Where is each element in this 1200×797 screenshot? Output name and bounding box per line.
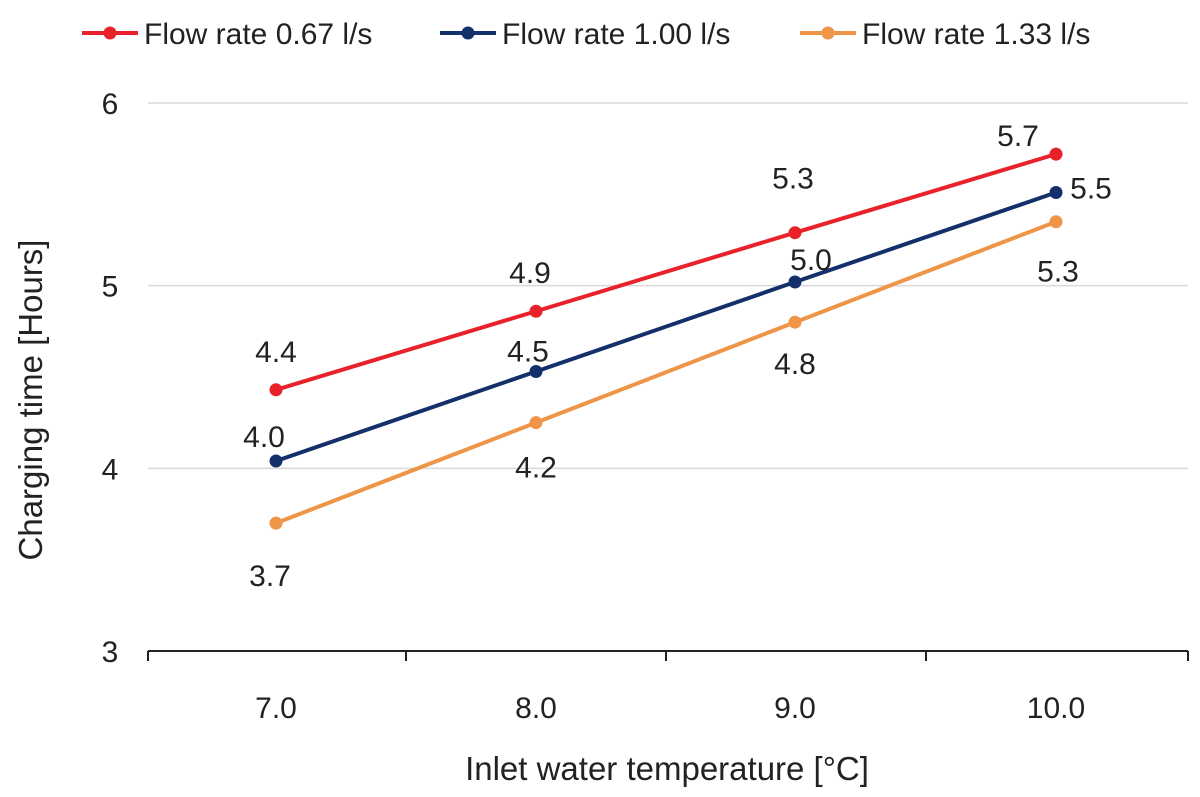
data-label: 4.2: [515, 452, 557, 485]
data-point: [269, 454, 283, 468]
y-tick-label: 4: [102, 453, 119, 486]
data-point: [529, 416, 543, 430]
data-label: 4.5: [507, 336, 549, 369]
data-point: [1049, 215, 1063, 229]
series-line-2: [275, 190, 1057, 463]
data-point: [269, 383, 283, 397]
data-point: [1049, 186, 1063, 200]
data-label: 4.9: [509, 257, 551, 290]
data-label: 5.0: [790, 244, 832, 277]
x-tick-label: 9.0: [774, 692, 816, 725]
data-labels: 4.4 4.9 5.3 5.7 4.0 4.5 5.0 5.5 3.7 4.2 4.8 5.3: [243, 120, 1112, 593]
data-point: [269, 516, 283, 530]
x-axis-title: Inlet water temperature [°C]: [465, 750, 869, 787]
legend-marker: [821, 26, 835, 40]
data-point: [529, 304, 543, 318]
legend-marker: [461, 26, 475, 40]
x-axis: 7.0 8.0 9.0 10.0: [147, 650, 1189, 725]
series-group: [269, 147, 1063, 530]
legend-item-3: Flow rate 1.33 l/s: [800, 18, 1090, 51]
data-point: [1049, 147, 1063, 161]
legend-label: Flow rate 0.67 l/s: [144, 18, 372, 51]
data-point: [788, 275, 802, 289]
data-label: 4.8: [774, 348, 816, 381]
legend: Flow rate 0.67 l/s Flow rate 1.00 l/s Flow…: [82, 18, 1090, 51]
legend-marker: [103, 26, 117, 40]
y-tick-label: 5: [102, 271, 119, 304]
y-tick-label: 3: [102, 636, 119, 669]
series-line-3: [275, 219, 1057, 525]
gridlines: [148, 102, 1188, 470]
data-label: 5.5: [1070, 173, 1112, 206]
y-axis-title: Charging time [Hours]: [12, 240, 49, 561]
legend-label: Flow rate 1.33 l/s: [862, 18, 1090, 51]
legend-item-2: Flow rate 1.00 l/s: [440, 18, 730, 51]
series-line-1: [275, 152, 1057, 392]
data-label: 4.4: [255, 336, 297, 369]
legend-label: Flow rate 1.00 l/s: [502, 18, 730, 51]
data-label: 5.3: [772, 163, 814, 196]
legend-item-1: Flow rate 0.67 l/s: [82, 18, 372, 51]
y-tick-label: 6: [102, 88, 119, 121]
data-point: [529, 365, 543, 379]
data-label: 3.7: [249, 560, 291, 593]
data-label: 5.3: [1037, 256, 1079, 289]
x-tick-label: 8.0: [515, 692, 557, 725]
y-axis: 3 4 5 6: [102, 88, 119, 669]
x-tick-label: 10.0: [1027, 692, 1085, 725]
x-tick-label: 7.0: [255, 692, 297, 725]
data-label: 4.0: [243, 421, 285, 454]
data-point: [788, 226, 802, 240]
data-point: [788, 315, 802, 329]
data-label: 5.7: [997, 120, 1039, 153]
